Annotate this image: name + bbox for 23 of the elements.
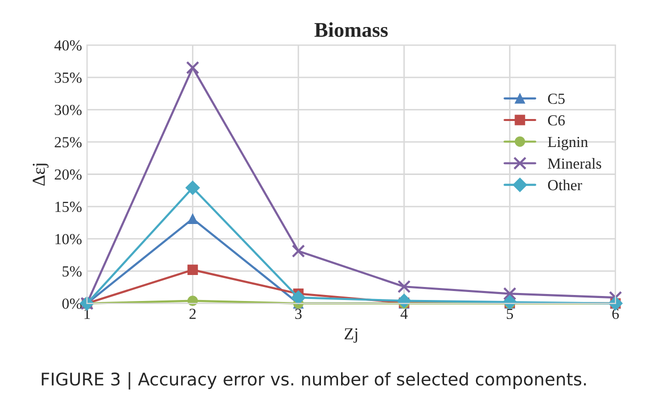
x-tick-label: 6	[612, 308, 619, 320]
y-tick-label: 5%	[62, 266, 82, 277]
legend-label: Lignin	[548, 136, 588, 150]
x-tick-label: 2	[190, 308, 196, 319]
y-axis-title: Δεj	[32, 164, 49, 186]
x-tick-label: 3	[295, 308, 302, 320]
y-tick-label: 25%	[54, 137, 82, 148]
x-axis-title: Zj	[344, 328, 358, 343]
legend-label: Minerals	[548, 158, 602, 169]
y-tick-label: 15%	[55, 202, 82, 212]
caption: FIGURE 3 | Accuracy error vs. number of selected components.	[42, 372, 586, 390]
y-tick-label: 40%	[54, 40, 82, 51]
y-tick-label: 30%	[54, 104, 82, 116]
y-tick-label: 0%	[62, 298, 82, 309]
y-tick-label: 20%	[54, 169, 82, 180]
y-tick-label: 10%	[55, 234, 82, 244]
legend-label: Other	[548, 180, 582, 190]
x-tick-label: 5	[506, 308, 513, 320]
x-tick-label: 4	[400, 308, 408, 319]
legend-label: C6	[548, 115, 565, 126]
y-tick-label: 35%	[54, 72, 82, 83]
chart-title: Biomass	[314, 22, 388, 37]
legend-label: C5	[548, 94, 565, 104]
